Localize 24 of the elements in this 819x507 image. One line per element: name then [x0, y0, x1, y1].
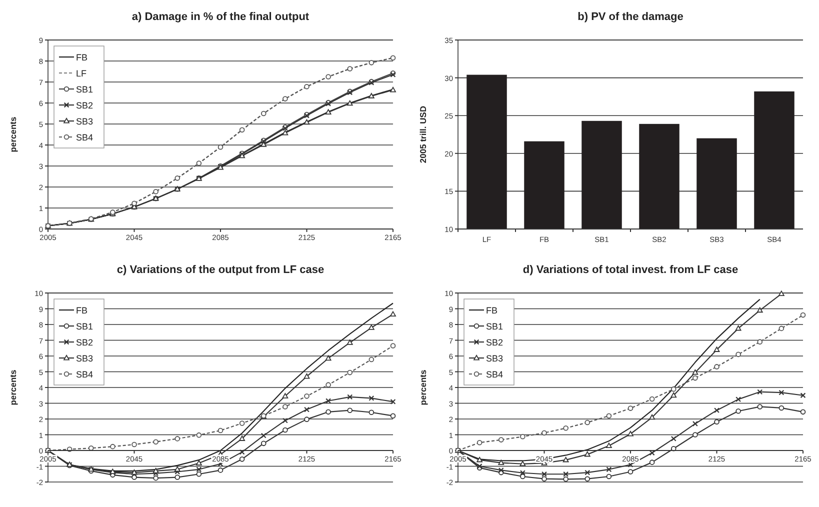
- legend-label: FB: [76, 306, 88, 316]
- chart-title: c) Variations of the output from LF case: [116, 264, 324, 276]
- chart-title: a) Damage in % of the final output: [132, 11, 310, 23]
- y-axis-title: percents: [418, 370, 428, 406]
- chart-title: b) PV of the damage: [578, 11, 684, 23]
- legend-label: SB3: [486, 354, 504, 364]
- legend-label: FB: [486, 306, 498, 316]
- legend-label: SB2: [76, 338, 94, 348]
- legend-label: LF: [76, 68, 88, 78]
- legend-label: FB: [76, 52, 88, 62]
- legend-label: SB2: [76, 100, 94, 110]
- y-axis-title: percents: [8, 116, 18, 152]
- legend-label: SB4: [76, 132, 94, 142]
- legend-label: SB4: [486, 370, 504, 380]
- legend-label: SB1: [486, 322, 504, 332]
- legend-label: SB1: [76, 84, 94, 94]
- chart-title: d) Variations of total invest. from LF case: [522, 264, 738, 276]
- legend-label: SB4: [76, 370, 94, 380]
- y-axis-title: 2005 trill. USD: [418, 106, 428, 164]
- legend-label: SB3: [76, 116, 94, 126]
- legend-label: SB3: [76, 354, 94, 364]
- legend-label: SB2: [486, 338, 504, 348]
- y-axis-title: percents: [8, 370, 18, 406]
- legend-label: SB1: [76, 322, 94, 332]
